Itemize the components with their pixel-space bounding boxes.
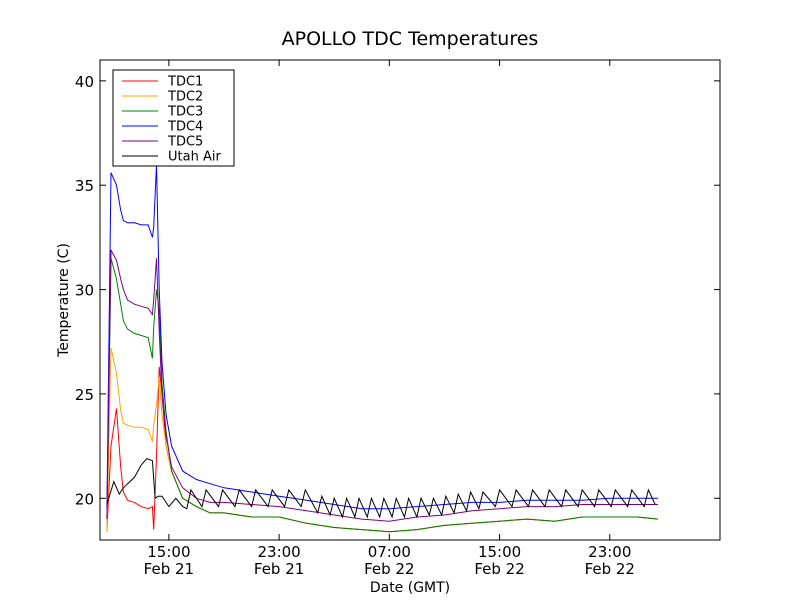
y-tick-label: 30 (75, 282, 94, 300)
y-tick-label: 40 (75, 73, 94, 91)
legend-label-tdc1: TDC1 (167, 75, 203, 90)
x-tick-label-date: Feb 22 (474, 560, 524, 578)
series-line-tdc4 (106, 164, 658, 510)
plot-frame (99, 59, 721, 541)
y-tick-label: 20 (75, 490, 94, 508)
x-axis-label: Date (GMT) (370, 580, 450, 596)
x-tick-label-time: 15:00 (147, 543, 190, 561)
x-tick-label-date: Feb 22 (585, 560, 635, 578)
legend-box (112, 69, 235, 167)
y-axis-label: Temperature (C) (56, 243, 72, 358)
x-tick-label-time: 15:00 (478, 543, 521, 561)
x-tick-label-date: Feb 21 (254, 560, 304, 578)
x-tick-label-date: Feb 21 (144, 560, 194, 578)
legend-label-tdc5: TDC5 (167, 135, 203, 150)
legend-label-utah-air: Utah Air (168, 150, 221, 165)
x-tick-label-time: 23:00 (257, 543, 300, 561)
x-tick-label-time: 23:00 (588, 543, 631, 561)
legend-label-tdc2: TDC2 (167, 90, 203, 105)
y-tick-label: 25 (75, 386, 94, 404)
x-tick-label-date: Feb 22 (364, 560, 414, 578)
series-line-utah-air (106, 458, 656, 519)
chart-title: APOLLO TDC Temperatures (282, 28, 539, 50)
legend-label-tdc3: TDC3 (167, 105, 203, 120)
y-tick-label: 35 (75, 177, 94, 195)
series-line-tdc3 (106, 258, 659, 533)
legend-label-tdc4: TDC4 (167, 120, 203, 135)
x-tick-label-time: 07:00 (368, 543, 411, 561)
